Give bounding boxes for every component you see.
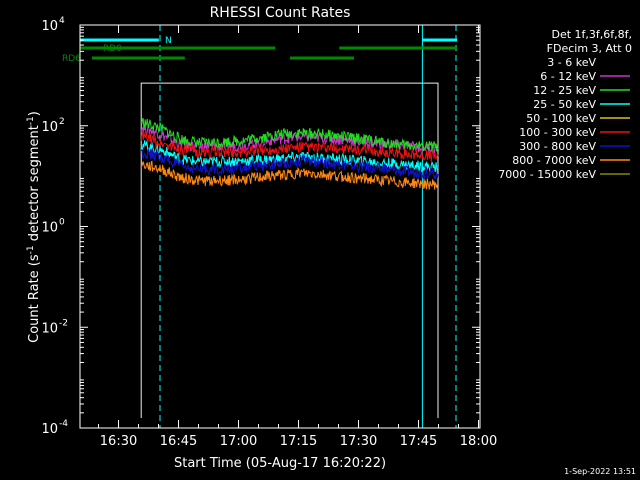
x-tick-label-1700: 17:00 — [220, 434, 257, 449]
y-tick-label-4: 10 — [41, 422, 58, 437]
legend-label-5: 100 - 300 keV — [519, 126, 596, 139]
y-tick-label-3: 10 — [41, 321, 58, 336]
legend-label-1: 6 - 12 keV — [540, 70, 596, 83]
x-tick-label-1730: 17:30 — [340, 434, 377, 449]
x-tick-label-1630: 16:30 — [100, 434, 137, 449]
y-tick-exponent-1: 2 — [59, 117, 65, 127]
y-tick-exponent-4: -4 — [59, 419, 68, 429]
y-tick-exponent-0: 4 — [59, 16, 65, 26]
x-tick-label-1745: 17:45 — [400, 434, 437, 449]
chart-title: RHESSI Count Rates — [210, 5, 351, 21]
y-tick-label-2: 10 — [41, 221, 58, 236]
series-line-3-6-kev — [140, 82, 439, 418]
y-axis-label: Count Rate (s-1 detector segment-1) — [26, 111, 42, 343]
x-tick-label-1645: 16:45 — [160, 434, 197, 449]
y-tick-label-0: 10 — [41, 19, 58, 34]
series-line-300-800-kev — [140, 148, 439, 181]
series-line-100-300-kev — [140, 130, 439, 162]
legend-label-3: 25 - 50 keV — [533, 98, 596, 111]
legend-label-2: 12 - 25 keV — [533, 84, 596, 97]
legend-label-8: 7000 - 15000 keV — [498, 168, 596, 181]
annotation-n: N — [165, 36, 172, 46]
series-line-800-7000-kev — [140, 160, 439, 190]
x-tick-label-1715: 17:15 — [280, 434, 317, 449]
annotation-rd6: RD6 — [62, 54, 81, 64]
series-line-12-25-kev — [140, 118, 439, 152]
legend-label-7: 800 - 7000 keV — [512, 154, 596, 167]
series-line-25-50-kev — [140, 140, 439, 173]
x-tick-label-1800: 18:00 — [460, 434, 497, 449]
y-tick-exponent-3: -2 — [59, 318, 68, 328]
y-tick-label-1: 10 — [41, 120, 58, 135]
legend-label-4: 50 - 100 keV — [526, 112, 596, 125]
x-axis-label: Start Time (05-Aug-17 16:20:22) — [174, 456, 386, 471]
legend-header-1: FDecim 3, Att 0 — [547, 42, 632, 55]
y-tick-exponent-2: 0 — [59, 218, 65, 228]
legend-label-6: 300 - 800 keV — [519, 140, 596, 153]
footer-timestamp: 1-Sep-2022 13:51 — [564, 467, 636, 476]
plot-frame — [79, 24, 481, 429]
legend-header-0: Det 1f,3f,6f,8f, — [551, 28, 632, 41]
legend-label-0: 3 - 6 keV — [547, 56, 596, 69]
legend: Det 1f,3f,6f,8f,FDecim 3, Att 03 - 6 keV… — [498, 28, 632, 181]
annotation-rd0: RD0 — [103, 44, 122, 54]
